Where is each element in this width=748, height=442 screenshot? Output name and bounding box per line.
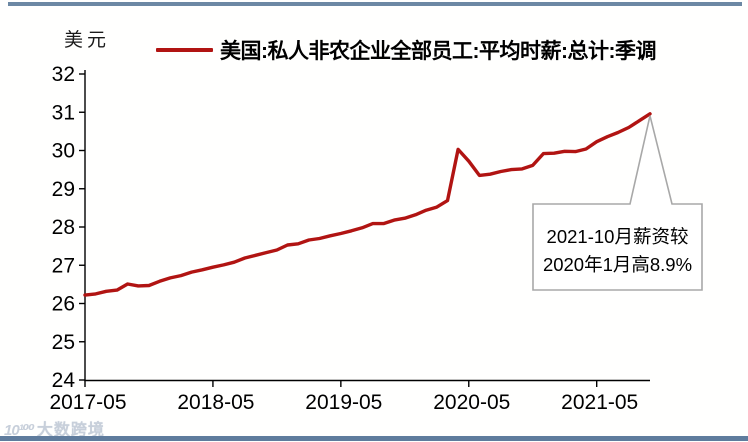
y-axis-tick-label: 25	[52, 331, 75, 354]
y-axis-tick-label: 26	[52, 293, 75, 316]
x-axis-tick-label: 2020-05	[433, 391, 510, 414]
x-axis-tick-label: 2021-05	[561, 391, 638, 414]
y-axis-tick-label: 32	[52, 63, 75, 86]
chart-legend: 美国:私人非农企业全部员工:平均时薪:总计:季调	[156, 35, 656, 65]
data-series-line	[83, 112, 652, 297]
watermark-logo-icon: 10¹⁰⁰	[4, 422, 35, 439]
legend-line-swatch	[156, 48, 213, 52]
y-axis-tick-label: 24	[52, 369, 76, 392]
x-axis-tick-label: 2018-05	[177, 391, 254, 414]
y-axis-unit-label: 美元	[64, 29, 111, 51]
y-axis-tick-label: 27	[52, 254, 75, 277]
x-axis-tick-label: 2019-05	[305, 391, 382, 414]
watermark-label: 大数跨境	[36, 422, 105, 439]
annotation-text-line: 2021-10月薪资较	[547, 226, 689, 247]
top-divider-bar	[8, 2, 742, 6]
annotation-text-line: 2020年1月高8.9%	[543, 254, 692, 275]
y-axis-tick-label: 31	[52, 101, 75, 124]
y-axis-tick-label: 28	[52, 216, 75, 239]
bottom-divider-bar	[0, 436, 748, 441]
watermark: 10¹⁰⁰ 大数跨境	[4, 416, 105, 440]
y-axis-tick-label: 30	[52, 140, 75, 163]
legend-series-label: 美国:私人非农企业全部员工:平均时薪:总计:季调	[220, 40, 656, 63]
annotation-callout-box	[532, 115, 703, 291]
x-axis-tick-label: 2017-05	[49, 391, 126, 414]
y-axis-tick-label: 29	[52, 178, 75, 201]
